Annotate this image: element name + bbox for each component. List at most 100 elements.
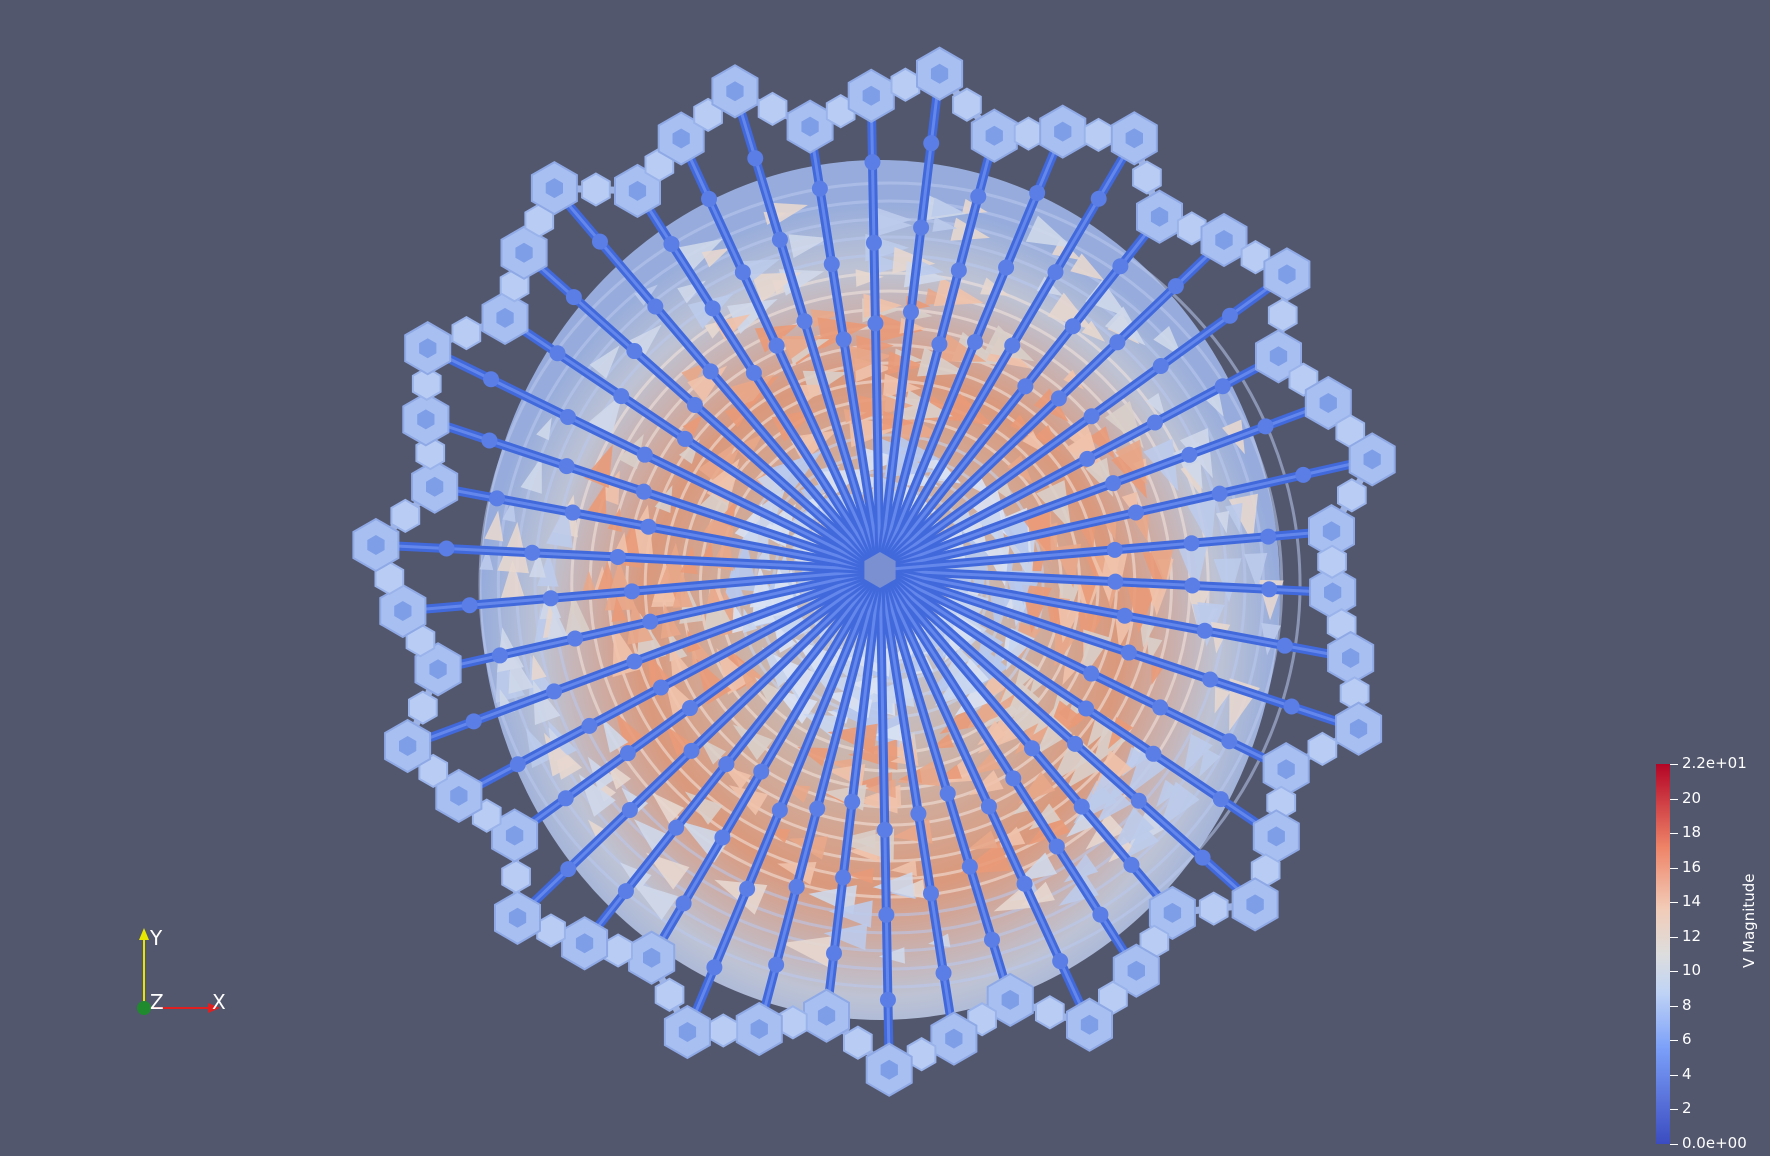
color-legend-tick-label: 2 [1682,1099,1692,1118]
cone-glyph [531,654,547,681]
tube-cone-glyph [613,388,630,405]
color-legend-tick-label: 16 [1682,857,1702,876]
hexagon-glyph-core [450,785,468,806]
tube-cone-glyph [701,190,718,207]
tube-cone-glyph [461,597,478,614]
hexagon-glyph-core [1054,121,1072,142]
radial-tube-highlight [825,569,882,1016]
radial-tube-highlight [879,273,1288,572]
radial-tube-highlight [879,401,1329,572]
tube-cone-glyph [1120,644,1137,661]
tube-cone-glyph [809,800,826,817]
radial-tube-highlight [425,417,881,572]
radial-tube-highlight [879,457,1373,572]
cone-glyph [971,753,1000,775]
cone-glyph [701,247,730,268]
tube-cone-glyph [984,931,1001,948]
tube-cone-glyph [714,829,731,846]
tube-cone-glyph [879,991,896,1008]
tube-cone-glyph [542,590,559,607]
tube-cone-glyph [636,446,653,463]
radial-tube-highlight [407,568,881,748]
color-legend-tick [1670,867,1678,869]
tube-cone-glyph [704,300,721,317]
x-axis-arrow [208,1003,220,1013]
color-legend-bar [1656,764,1670,1144]
tube-cone-glyph [565,289,582,306]
color-legend-tick-label: 18 [1682,823,1702,842]
cone-glyph [647,652,670,687]
hexagon-glyph-core [1277,759,1295,780]
hexagon-glyph-core [985,125,1003,146]
hexagon-glyph-core [1349,718,1368,739]
tube-cone-glyph [771,231,788,248]
tube-cone-glyph [768,956,785,973]
tube-cone-glyph [559,408,576,425]
radial-tube-highlight [879,568,1351,660]
cone-glyph [841,344,893,376]
cone-glyph [1215,510,1230,534]
radial-tube-highlight [878,569,891,1070]
tube-cone-glyph [823,256,840,273]
cone-glyph [1002,682,1041,724]
tube-cone-glyph [1181,446,1198,463]
tube-cone-glyph [663,235,680,252]
hexagon-glyph-core [575,933,594,954]
z-axis-label: Z [150,990,164,1014]
tube-cone-glyph [1052,953,1069,970]
color-legend-tick-label: 2.2e+01 [1682,754,1747,772]
y-axis-arrow [139,928,149,940]
cone-glyph [1025,215,1074,248]
radial-tube-highlight [878,569,1012,1001]
radial-tube-highlight [458,568,881,798]
cone-glyph [890,859,917,877]
tube-cone-glyph [626,343,643,360]
tube-cone-glyph [621,801,638,818]
tube-cone-glyph [1257,418,1274,435]
radial-tube-highlight [733,90,882,571]
radial-tube-highlight [513,568,881,837]
x-axis-label: X [212,990,226,1014]
color-legend-tick [1670,1005,1678,1007]
tube-cone-glyph [878,906,895,923]
radial-tube-highlight [878,569,1138,972]
tube-cone-glyph [1105,475,1122,492]
tube-cone-glyph [1067,735,1084,752]
tube-cone-glyph [1130,792,1147,809]
cone-glyph [681,361,708,386]
radial-tube-highlight [434,485,881,572]
radial-tube-highlight [878,569,956,1039]
tube-cone-glyph [567,630,584,647]
tube-cone-glyph [980,798,997,815]
cone-glyph [1146,393,1166,417]
tube-cone-glyph [739,880,756,897]
cone-glyph [1153,326,1183,358]
cone-glyph [611,596,627,622]
cone-glyph [1185,496,1217,548]
hexagon-glyph-small [451,315,482,351]
cone-glyph [933,277,984,307]
cone-glyph [917,260,944,277]
color-legend-tick [1670,1074,1678,1076]
cone-glyph [1183,733,1213,774]
hexagon-glyph-core [1163,902,1182,923]
hexagon-glyph-core [678,1022,697,1042]
center-hub [864,552,896,588]
cone-glyph [1225,502,1243,533]
cone-glyph [844,829,876,850]
hexagon-glyph-core [1215,230,1233,250]
hexagon-glyph-core [930,63,949,84]
tube-cone-glyph [1005,770,1022,787]
tube-cone-glyph [922,885,939,902]
cone-glyph [1022,430,1044,453]
tube-cone-glyph [1183,535,1200,552]
hexagon-glyph-small [1317,544,1347,579]
tube-cone-glyph [1004,337,1021,354]
cone-glyph [1159,781,1200,829]
hexagon-glyph-small [906,1037,937,1072]
tube-cone-glyph [753,763,770,780]
tube-cone-glyph [619,745,636,762]
tube-cone-glyph [771,802,788,819]
tube-cone-glyph [1064,318,1081,335]
